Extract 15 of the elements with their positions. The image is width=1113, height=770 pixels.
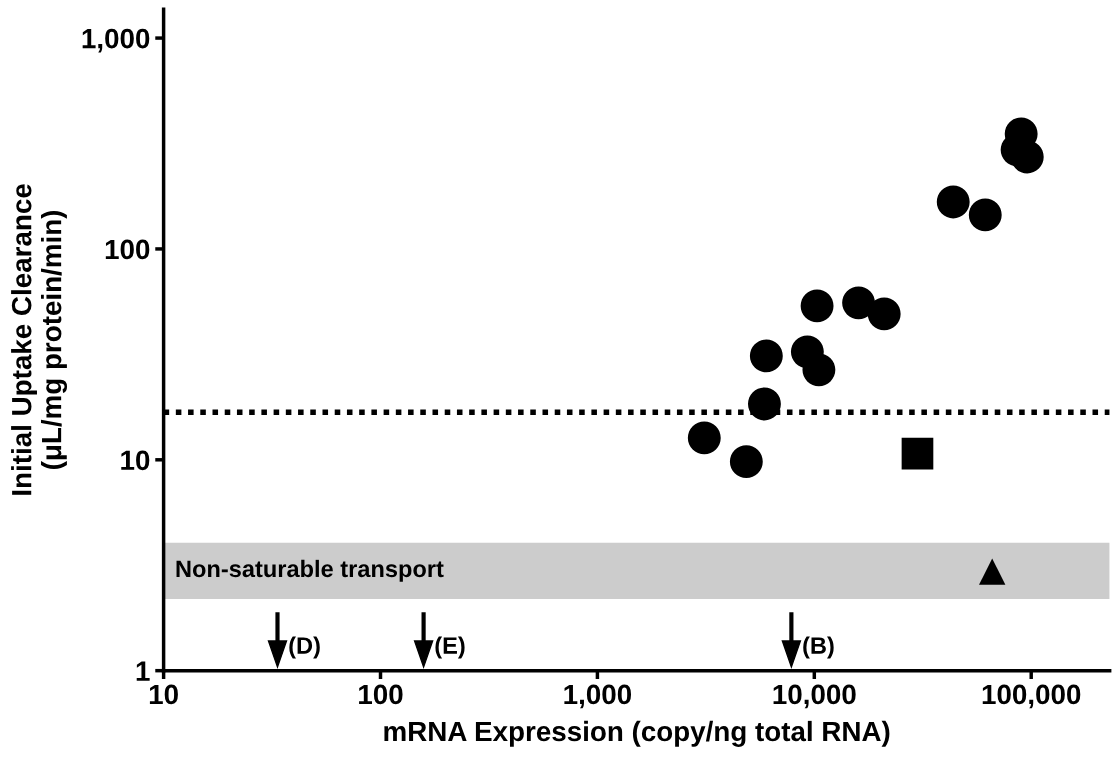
y-tick-label: 1 xyxy=(136,661,150,681)
x-tick-label: 10,000 xyxy=(773,684,856,709)
y-tick-label: 1,000 xyxy=(82,28,150,53)
y-axis-title: Initial Uptake Clearance (μL/mg protein/min) xyxy=(11,184,68,495)
x-tick-label: 10 xyxy=(149,684,178,705)
x-tick-label: 1,000 xyxy=(564,684,632,709)
band-label: Non-saturable transport xyxy=(176,559,444,582)
x-axis-title: mRNA Expression (copy/ng total RNA) xyxy=(384,720,890,747)
y-tick-label: 10 xyxy=(121,450,150,471)
ref-line-label: (D) xyxy=(289,636,320,659)
ref-line-label: (B) xyxy=(803,636,834,659)
x-tick-label: 100 xyxy=(359,684,403,705)
y-tick-label: 100 xyxy=(105,239,150,260)
x-tick-label: 100,000 xyxy=(982,684,1081,709)
ref-line-label: (E) xyxy=(435,636,465,659)
